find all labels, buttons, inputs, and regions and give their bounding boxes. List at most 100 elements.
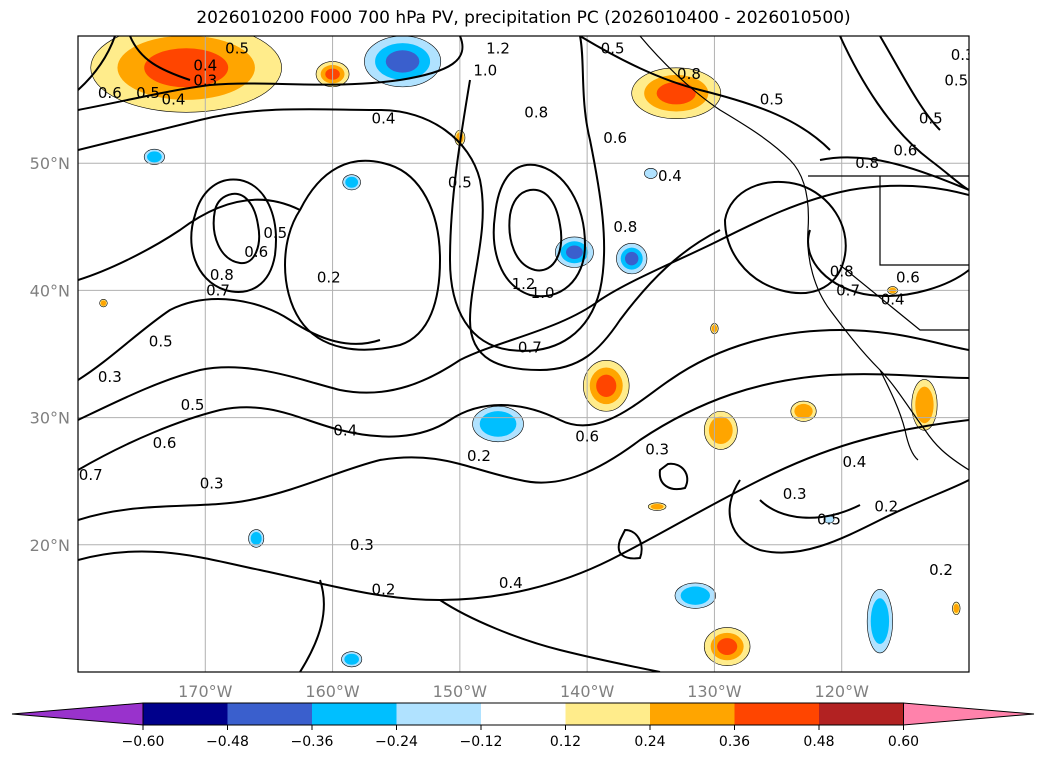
pv-contour-label: 0.2 — [929, 561, 953, 579]
pv-contour-label: 0.5 — [149, 332, 173, 350]
pv-contour-label: 0.2 — [372, 580, 396, 598]
precip-band — [870, 598, 890, 645]
pv-contour-label: 0.2 — [874, 498, 898, 516]
colorbar-tick-label: 0.24 — [634, 734, 665, 750]
pv-contour-line — [728, 479, 969, 554]
pv-contour-label: 0.3 — [783, 485, 807, 503]
colorbar-segment — [143, 703, 228, 725]
colorbar-tick-label: 0.12 — [550, 734, 581, 750]
colorbar-tick-label: −0.36 — [291, 734, 334, 750]
pv-contour-line — [439, 599, 661, 672]
pv-contour-label: 0.4 — [658, 167, 682, 185]
pv-contour-line — [190, 178, 277, 293]
x-tick-label: 170°W — [178, 682, 233, 701]
pv-contour-label: 0.8 — [830, 262, 854, 280]
colorbar-tick-label: 0.48 — [803, 734, 834, 750]
pv-contour-line — [78, 108, 721, 372]
precip-blob — [790, 400, 817, 422]
precip-blob — [616, 243, 648, 275]
pv-contour-label: 0.7 — [518, 339, 542, 357]
pv-contour-line — [839, 36, 969, 191]
precip-band — [717, 638, 738, 655]
y-tick-label: 50°N — [30, 154, 70, 173]
pv-contour-label: 0.4 — [843, 453, 867, 471]
pv-contours — [78, 36, 969, 672]
pv-contour-line — [78, 373, 969, 521]
pv-contour-label: 0.5 — [225, 40, 249, 58]
pv-contour-label: 0.5 — [136, 84, 160, 102]
pv-contour-label: 1.2 — [486, 40, 510, 58]
colorbar-segment — [312, 703, 397, 725]
pv-contour-line — [617, 528, 643, 560]
y-tick-label: 30°N — [30, 409, 70, 428]
colorbar-tick-label: −0.12 — [460, 734, 503, 750]
pv-contour-line — [492, 163, 587, 298]
x-tick-label: 140°W — [560, 682, 615, 701]
precip-blob — [911, 379, 938, 431]
pv-contour-line — [78, 298, 381, 381]
pv-contour-label: 0.6 — [896, 269, 920, 287]
colorbar-segment — [396, 703, 481, 725]
precip-band — [566, 245, 583, 259]
colorbar: −0.60 −0.48 −0.36 −0.24 −0.12 0.12 0.24 0.36 0.4… — [11, 702, 1035, 750]
pv-contour-label: 0.6 — [893, 141, 917, 159]
precip-band — [345, 176, 359, 188]
colorbar-extend-min — [11, 702, 144, 726]
coastline-north-america — [639, 36, 969, 471]
colorbar-segment — [734, 703, 819, 725]
pv-contour-label: 0.6 — [603, 129, 627, 147]
precip-band — [624, 251, 639, 266]
pv-contour-label: 0.8 — [677, 65, 701, 83]
precip-blob — [342, 174, 361, 191]
pv-contour-line — [78, 198, 301, 281]
pv-contour-line — [129, 36, 191, 81]
map-frame — [77, 35, 970, 673]
precip-band — [250, 532, 262, 545]
precipitation-shading — [90, 36, 961, 668]
precip-blob — [99, 299, 108, 308]
pv-contour-label: 0.6 — [98, 84, 122, 102]
pv-contour-label: 0.6 — [575, 428, 599, 446]
pv-contour-label: 0.5 — [263, 224, 287, 242]
chart-title: 2026010200 F000 700 hPa PV, precipitatio… — [196, 8, 851, 28]
precip-band — [644, 167, 658, 179]
pv-contour-label: 0.5 — [817, 510, 841, 528]
pv-contour-label: 1.2 — [512, 275, 536, 293]
pv-contour-label: 0.4 — [499, 574, 523, 592]
colorbar-segment — [227, 703, 312, 725]
pv-contour-label: 0.5 — [944, 72, 968, 90]
colorbar-extend-max — [903, 702, 1035, 726]
precip-band — [344, 653, 359, 665]
coastline — [639, 36, 969, 471]
pv-contour-labels: 0.80.70.60.50.2 1.21.00.70.60.20.40.20.30… — [79, 40, 969, 599]
pv-contour-line — [723, 180, 847, 295]
precip-band — [915, 386, 934, 424]
precip-band — [708, 416, 733, 445]
pv-contour-line — [879, 36, 941, 131]
pv-contour-line — [78, 36, 116, 91]
pv-contour-label: 1.0 — [473, 61, 497, 79]
colorbar-tick-label: 0.60 — [888, 734, 919, 750]
precip-blob — [364, 36, 442, 88]
colorbar-segment — [481, 703, 566, 725]
pv-contour-label: 0.4 — [193, 56, 217, 74]
pv-contour-label: 0.5 — [448, 173, 472, 191]
pv-contour-line — [807, 229, 969, 297]
colorbar-segment — [819, 703, 904, 725]
precip-band — [596, 374, 617, 397]
pv-contour-line — [78, 184, 969, 421]
x-axis-ticks: 170°W 160°W 150°W 140°W 130°W 120°W — [178, 682, 869, 701]
pv-contour-label: 0.3 — [200, 475, 224, 493]
colorbar-segment — [650, 703, 735, 725]
pv-contour-label: 0.8 — [524, 103, 548, 121]
pv-contour-label: 0.4 — [333, 421, 357, 439]
pv-contour-label: 0.7 — [836, 281, 860, 299]
pv-contour-label: 0.3 — [645, 440, 669, 458]
colorbar-tick-label: −0.60 — [122, 734, 165, 750]
state-border — [808, 175, 969, 331]
pv-contour-line — [299, 579, 325, 672]
colorbar-tick-label: −0.24 — [375, 734, 418, 750]
pv-contour-line — [819, 156, 969, 191]
pv-contour-line — [78, 419, 969, 602]
precip-band — [144, 48, 229, 88]
